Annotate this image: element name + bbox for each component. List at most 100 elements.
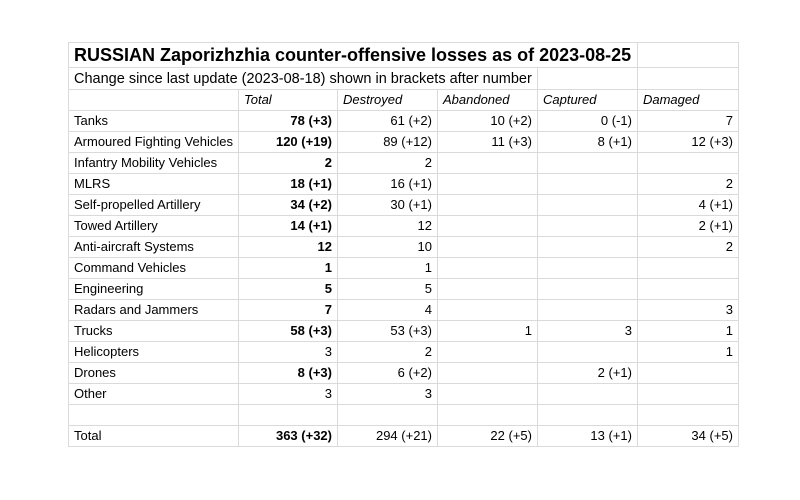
header-abandoned: Abandoned <box>436 89 538 111</box>
cell-destroyed: 10 <box>336 236 438 258</box>
cell-damaged: 1 <box>636 320 739 342</box>
table-row: Trucks 58 (+3) 53 (+3) 1 3 1 <box>68 320 739 342</box>
cell-abandoned <box>436 341 538 363</box>
cell-abandoned <box>436 404 538 426</box>
cell-destroyed: 89 (+12) <box>336 131 438 153</box>
cell-total <box>237 404 338 426</box>
cell-label: Helicopters <box>68 341 239 363</box>
cell-total: 58 (+3) <box>237 320 338 342</box>
cell-label: Self-propelled Artillery <box>68 194 239 216</box>
title-row: RUSSIAN Zaporizhzhia counter-offensive l… <box>68 42 739 68</box>
table-row: Infantry Mobility Vehicles 2 2 <box>68 152 739 174</box>
cell-total: 18 (+1) <box>237 173 338 195</box>
cell-destroyed: 16 (+1) <box>336 173 438 195</box>
cell-damaged <box>636 152 739 174</box>
cell-damaged <box>636 404 739 426</box>
table-subtitle: Change since last update (2023-08-18) sh… <box>68 67 538 90</box>
cell-label: Total <box>68 425 239 447</box>
cell-abandoned <box>436 299 538 321</box>
cell-damaged: 7 <box>636 110 739 132</box>
cell-abandoned <box>436 236 538 258</box>
cell-abandoned: 11 (+3) <box>436 131 538 153</box>
cell-total: 14 (+1) <box>237 215 338 237</box>
cell-total: 120 (+19) <box>237 131 338 153</box>
cell-label: Anti-aircraft Systems <box>68 236 239 258</box>
table-row: Self-propelled Artillery 34 (+2) 30 (+1) 4 … <box>68 194 739 216</box>
cell-label: Engineering <box>68 278 239 300</box>
table-title: RUSSIAN Zaporizhzhia counter-offensive l… <box>68 42 638 68</box>
cell-destroyed: 53 (+3) <box>336 320 438 342</box>
cell-total: 78 (+3) <box>237 110 338 132</box>
cell-abandoned <box>436 383 538 405</box>
cell-damaged: 2 (+1) <box>636 215 739 237</box>
cell-total: 3 <box>237 383 338 405</box>
empty-cell <box>536 67 638 90</box>
cell-damaged: 2 <box>636 236 739 258</box>
cell-damaged: 4 (+1) <box>636 194 739 216</box>
cell-destroyed: 12 <box>336 215 438 237</box>
cell-captured <box>536 236 638 258</box>
cell-captured: 2 (+1) <box>536 362 638 384</box>
cell-captured <box>536 404 638 426</box>
cell-total: 3 <box>237 341 338 363</box>
cell-destroyed: 4 <box>336 299 438 321</box>
cell-destroyed: 3 <box>336 383 438 405</box>
total-row: Total 363 (+32) 294 (+21) 22 (+5) 13 (+1) 34 … <box>68 425 739 447</box>
cell-label: Drones <box>68 362 239 384</box>
cell-total: 5 <box>237 278 338 300</box>
subtitle-row: Change since last update (2023-08-18) sh… <box>68 67 739 90</box>
header-destroyed: Destroyed <box>336 89 438 111</box>
table-row: Anti-aircraft Systems 12 10 2 <box>68 236 739 258</box>
header-row: Total Destroyed Abandoned Captured Damag… <box>68 89 739 111</box>
cell-total: 34 (+2) <box>237 194 338 216</box>
cell-captured <box>536 194 638 216</box>
cell-captured <box>536 215 638 237</box>
cell-abandoned <box>436 152 538 174</box>
cell-abandoned <box>436 362 538 384</box>
empty-cell <box>68 89 239 111</box>
empty-cell <box>636 42 739 68</box>
cell-destroyed: 2 <box>336 152 438 174</box>
cell-damaged <box>636 257 739 279</box>
table-row: Engineering 5 5 <box>68 278 739 300</box>
cell-label: Infantry Mobility Vehicles <box>68 152 239 174</box>
table-row: Tanks 78 (+3) 61 (+2) 10 (+2) 0 (-1) 7 <box>68 110 739 132</box>
cell-abandoned <box>436 257 538 279</box>
cell-label: Other <box>68 383 239 405</box>
cell-damaged <box>636 383 739 405</box>
table-row: Drones 8 (+3) 6 (+2) 2 (+1) <box>68 362 739 384</box>
cell-captured <box>536 299 638 321</box>
cell-label: Trucks <box>68 320 239 342</box>
cell-captured <box>536 152 638 174</box>
cell-abandoned: 1 <box>436 320 538 342</box>
losses-table: RUSSIAN Zaporizhzhia counter-offensive l… <box>68 42 739 447</box>
table-row: Helicopters 3 2 1 <box>68 341 739 363</box>
cell-captured: 8 (+1) <box>536 131 638 153</box>
cell-total: 1 <box>237 257 338 279</box>
cell-captured <box>536 173 638 195</box>
cell-destroyed: 30 (+1) <box>336 194 438 216</box>
table-row: Towed Artillery 14 (+1) 12 2 (+1) <box>68 215 739 237</box>
cell-abandoned: 22 (+5) <box>436 425 538 447</box>
table-row: Armoured Fighting Vehicles 120 (+19) 89 (+… <box>68 131 739 153</box>
cell-captured <box>536 383 638 405</box>
cell-captured: 0 (-1) <box>536 110 638 132</box>
cell-total: 363 (+32) <box>237 425 338 447</box>
cell-damaged: 3 <box>636 299 739 321</box>
cell-total: 12 <box>237 236 338 258</box>
cell-damaged <box>636 362 739 384</box>
cell-label <box>68 404 239 426</box>
cell-destroyed: 6 (+2) <box>336 362 438 384</box>
cell-damaged <box>636 278 739 300</box>
header-damaged: Damaged <box>636 89 739 111</box>
cell-destroyed <box>336 404 438 426</box>
header-total: Total <box>237 89 338 111</box>
empty-cell <box>636 67 739 90</box>
cell-captured: 3 <box>536 320 638 342</box>
cell-destroyed: 61 (+2) <box>336 110 438 132</box>
cell-captured <box>536 257 638 279</box>
cell-abandoned <box>436 173 538 195</box>
cell-captured <box>536 278 638 300</box>
cell-destroyed: 2 <box>336 341 438 363</box>
table-row: Command Vehicles 1 1 <box>68 257 739 279</box>
